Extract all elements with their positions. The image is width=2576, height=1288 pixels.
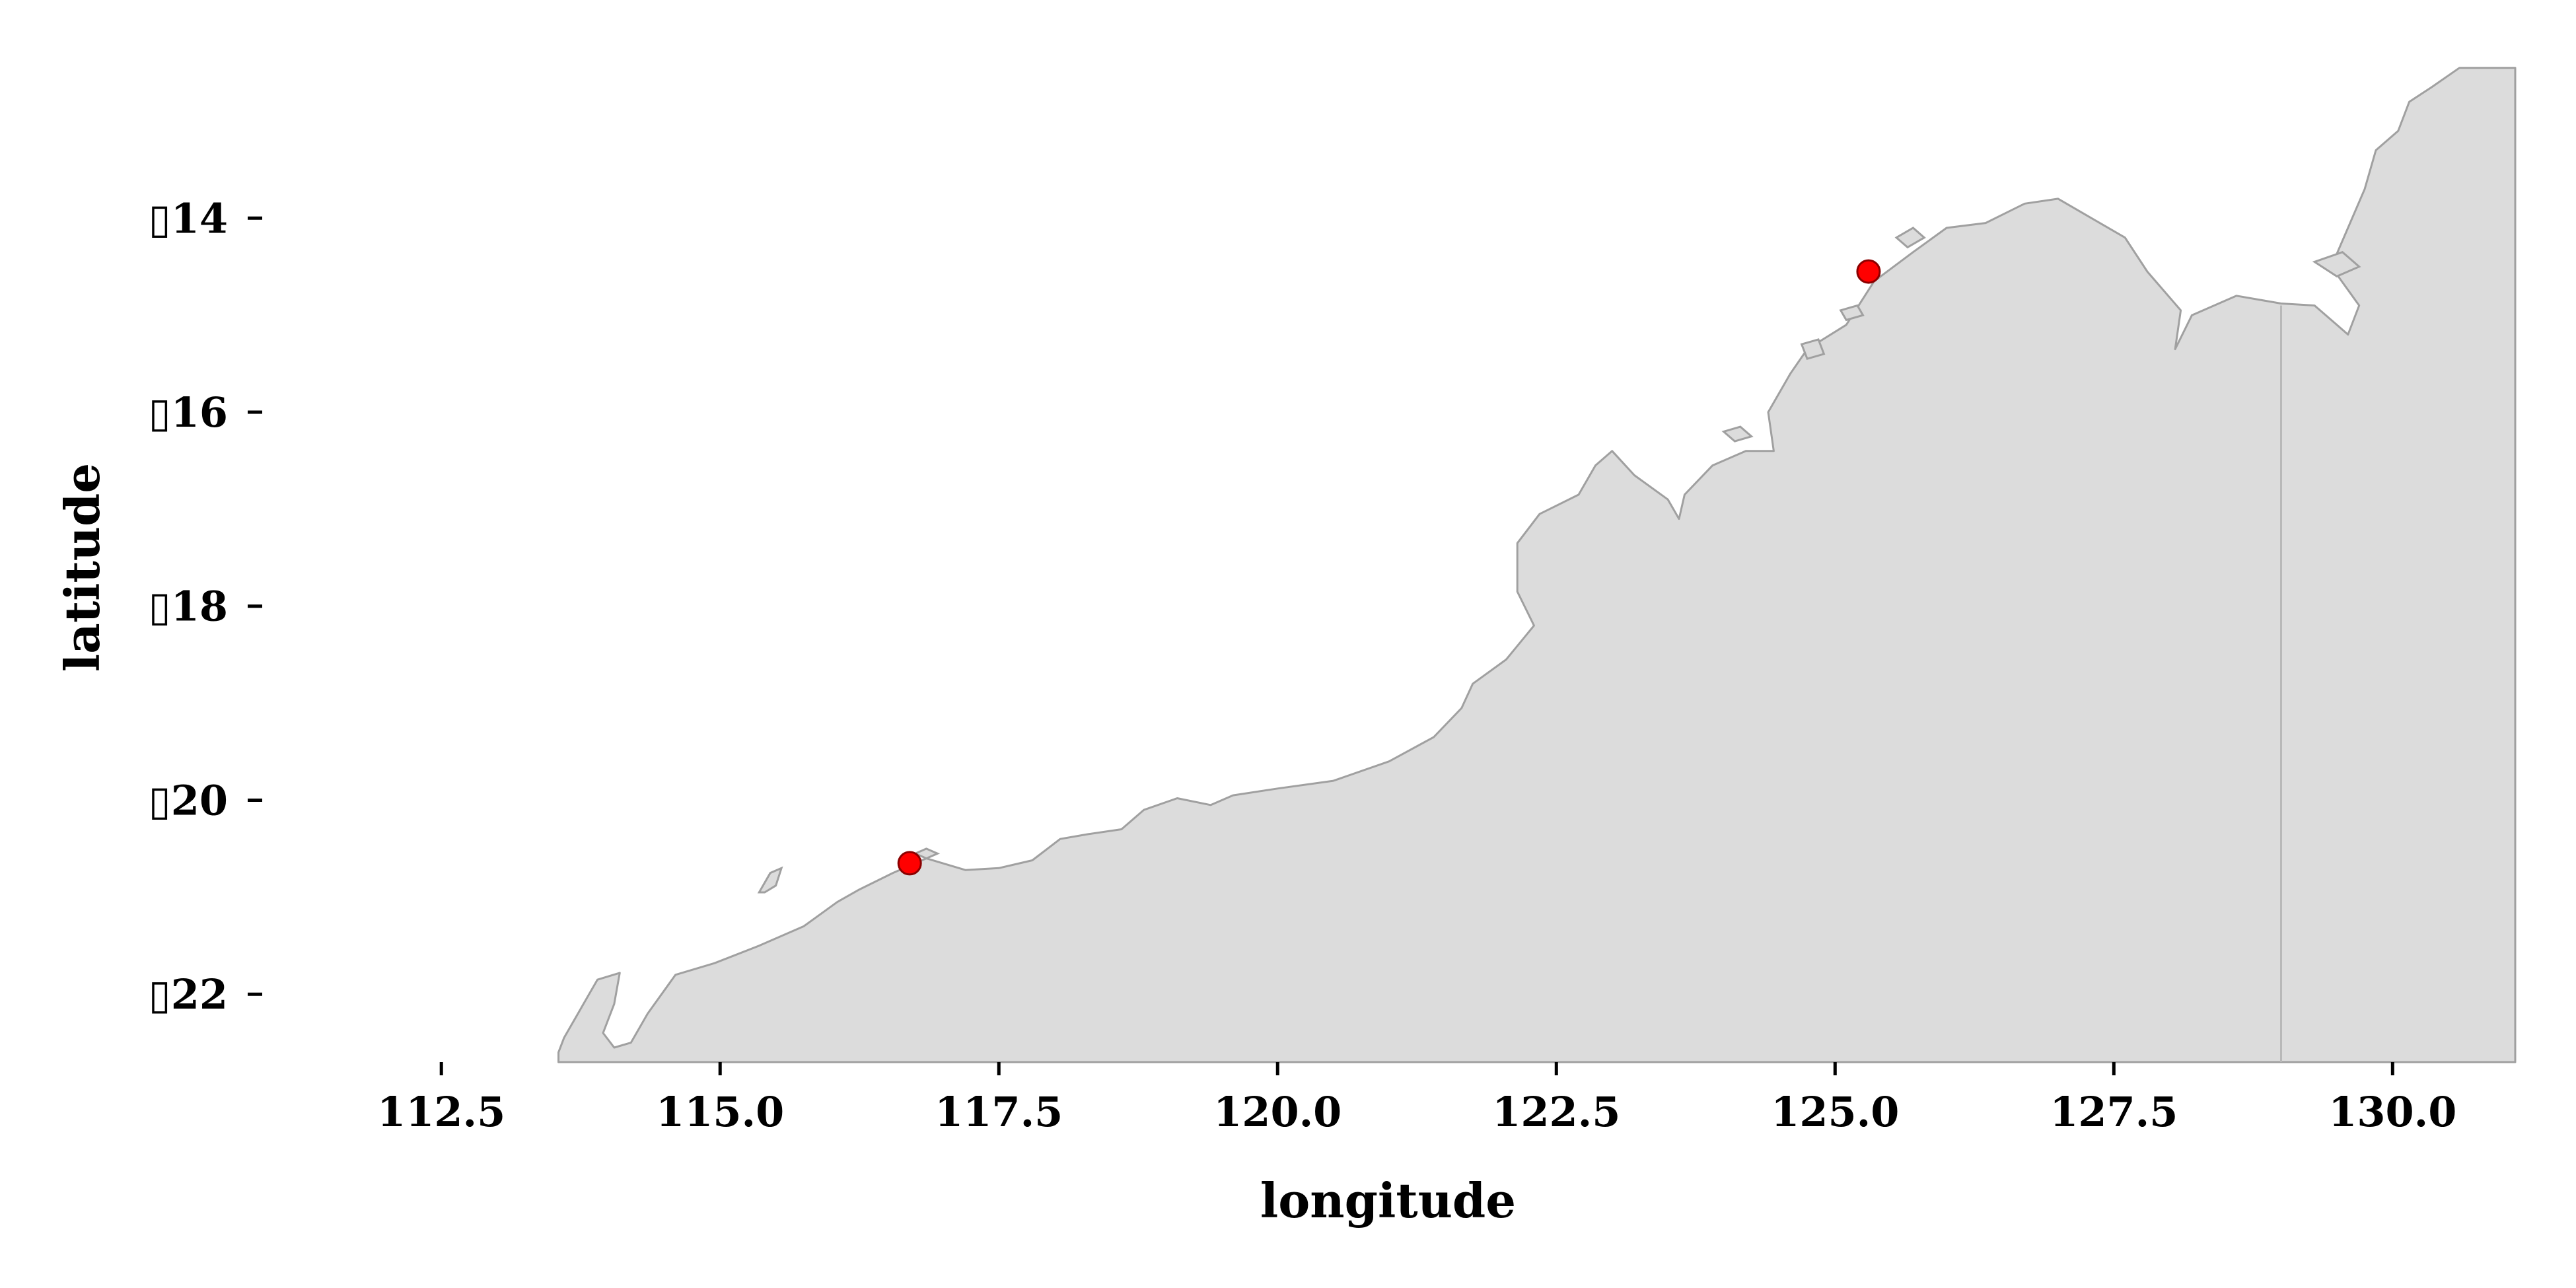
island	[757, 866, 783, 894]
island	[1894, 227, 1926, 249]
y-tick-label: ▯14	[149, 194, 228, 242]
x-tick-label: 115.0	[656, 1088, 784, 1136]
x-tick-label: 127.5	[2050, 1088, 2178, 1136]
x-axis-label: longitude	[1260, 1172, 1516, 1229]
data-point	[897, 851, 922, 876]
data-point	[1856, 259, 1881, 284]
island	[1800, 338, 1826, 361]
land-mass	[557, 67, 2517, 1063]
y-axis-ticks: ▯14 ▯16 ▯18 ▯20 ▯22	[149, 194, 262, 1019]
island	[1839, 304, 1865, 322]
y-tick-label: ▯18	[149, 583, 228, 631]
x-tick-label: 117.5	[935, 1088, 1063, 1136]
island	[1721, 425, 1754, 443]
land-layer	[557, 67, 2517, 1063]
island	[912, 847, 941, 860]
island	[2312, 250, 2361, 278]
y-axis-label: latitude	[54, 463, 110, 672]
x-tick-label: 130.0	[2328, 1088, 2456, 1136]
x-tick-label: 120.0	[1213, 1088, 1342, 1136]
x-axis-ticks: 112.5 115.0 117.5 120.0 122.5 125.0 127.5 130.0	[377, 1062, 2456, 1136]
x-tick-label: 122.5	[1492, 1088, 1620, 1136]
y-tick-label: ▯16	[149, 388, 228, 437]
x-tick-label: 125.0	[1771, 1088, 1899, 1136]
y-tick-label: ▯20	[149, 776, 228, 824]
y-tick-label: ▯22	[149, 970, 228, 1019]
data-point-layer	[897, 259, 1881, 876]
x-tick-label: 112.5	[377, 1088, 505, 1136]
